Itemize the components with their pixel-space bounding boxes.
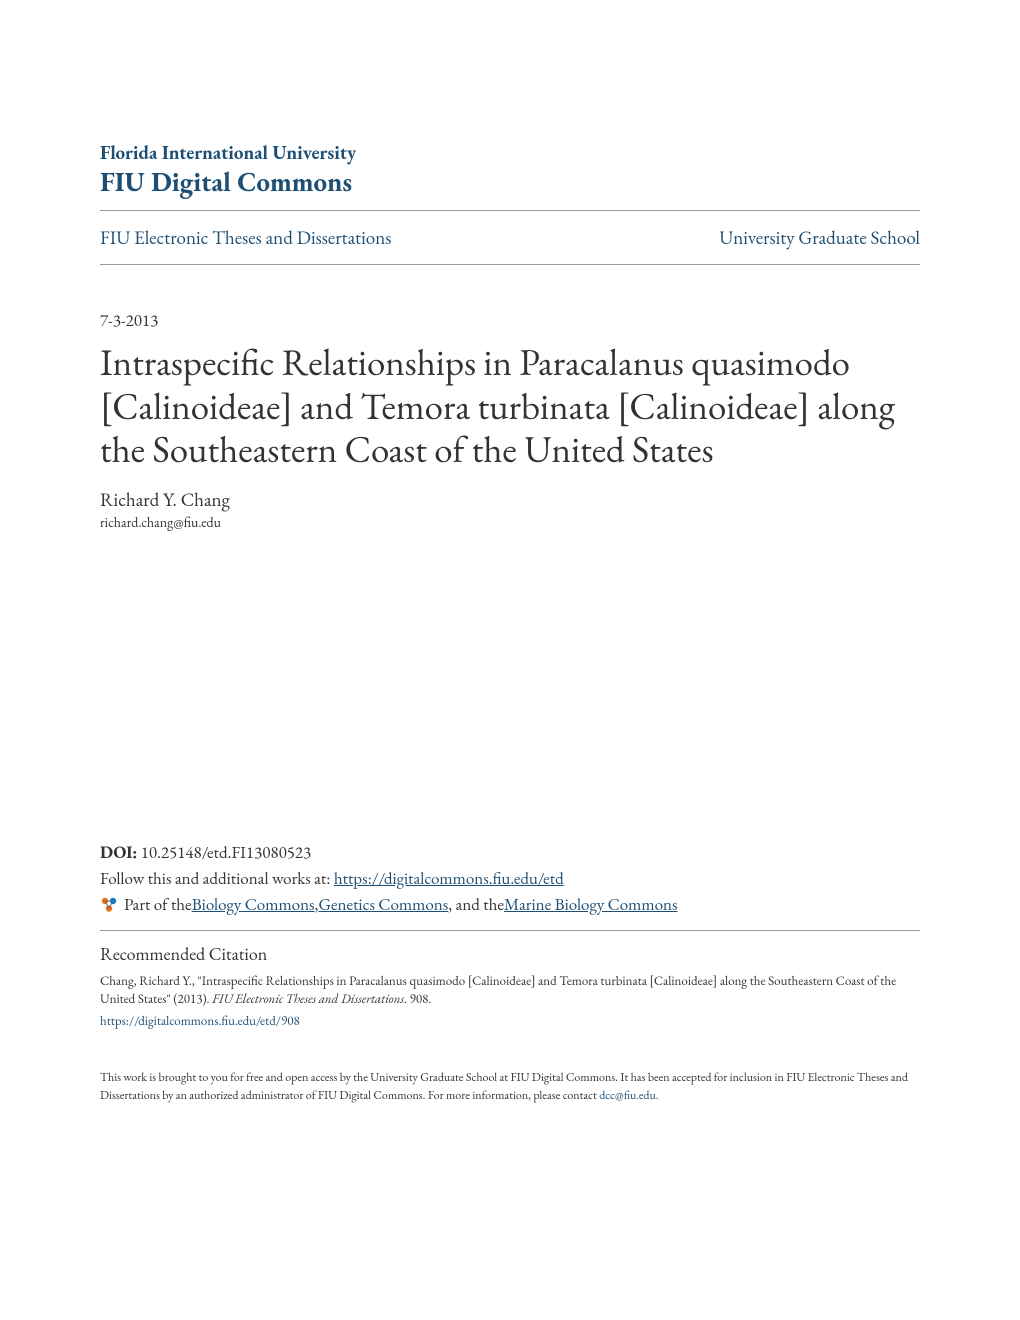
author-email: richard.chang@fiu.edu — [100, 514, 920, 532]
collection-link[interactable]: FIU Electronic Theses and Dissertations — [100, 225, 391, 250]
nav-row: FIU Electronic Theses and Dissertations … — [100, 221, 920, 254]
doi-value: 10.25148/etd.FI13080523 — [141, 842, 312, 864]
commons-link-genetics[interactable]: Genetics Commons — [318, 894, 448, 916]
follow-line: Follow this and additional works at: htt… — [100, 868, 920, 890]
follow-url-link[interactable]: https://digitalcommons.fiu.edu/etd — [334, 868, 564, 890]
author-name: Richard Y. Chang — [100, 487, 920, 512]
citation-text: Chang, Richard Y., "Intraspecific Relati… — [100, 972, 920, 1008]
doi-label: DOI: — [100, 842, 137, 864]
header: Florida International University FIU Dig… — [100, 140, 920, 200]
divider-top — [100, 210, 920, 211]
citation-italic: FIU Electronic Theses and Dissertations — [212, 990, 404, 1007]
network-sep2: , and the — [448, 894, 504, 916]
footer-part1: This work is brought to you for free and… — [100, 1069, 908, 1102]
citation-part2: . 908. — [404, 990, 431, 1007]
school-link[interactable]: University Graduate School — [719, 225, 920, 250]
footer-text: This work is brought to you for free and… — [100, 1069, 920, 1104]
repository-name[interactable]: FIU Digital Commons — [100, 165, 920, 200]
network-icon — [100, 896, 118, 914]
citation-heading: Recommended Citation — [100, 943, 920, 966]
footer-part2: . — [656, 1087, 659, 1103]
footer-email-link[interactable]: dcc@fiu.edu — [599, 1087, 656, 1103]
paper-title: Intraspecific Relationships in Paracalan… — [100, 342, 920, 473]
divider-bottom — [100, 264, 920, 265]
commons-link-marine[interactable]: Marine Biology Commons — [504, 894, 677, 916]
follow-prefix: Follow this and additional works at: — [100, 868, 334, 890]
network-prefix: Part of the — [124, 894, 192, 916]
citation-section: Recommended Citation Chang, Richard Y., … — [100, 943, 920, 1029]
doi-line: DOI: 10.25148/etd.FI13080523 — [100, 842, 920, 864]
network-line: Part of the Biology Commons, Genetics Co… — [100, 894, 920, 916]
divider-citation — [100, 930, 920, 931]
commons-link-biology[interactable]: Biology Commons — [192, 894, 315, 916]
citation-url-link[interactable]: https://digitalcommons.fiu.edu/etd/908 — [100, 1012, 920, 1029]
publication-date: 7-3-2013 — [100, 310, 920, 332]
institution-name: Florida International University — [100, 140, 920, 165]
metadata-section: DOI: 10.25148/etd.FI13080523 Follow this… — [100, 842, 920, 1104]
